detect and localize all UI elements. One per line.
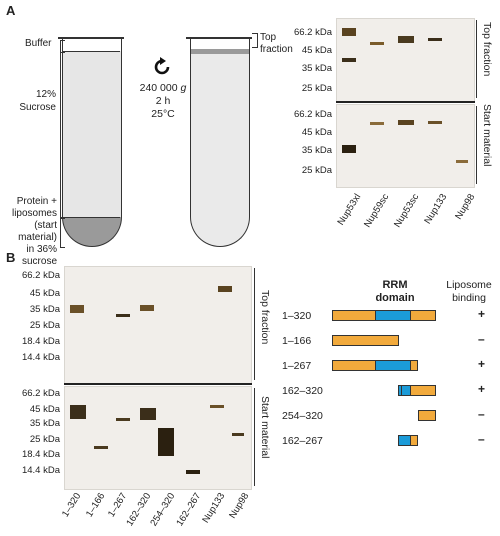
centrifuge-temperature: 25°C — [151, 108, 175, 120]
tube-1-rim — [58, 37, 124, 39]
marker-35: 35 kDa — [301, 63, 332, 74]
buffer-label: Buffer — [25, 38, 52, 49]
construct-segment — [332, 360, 376, 371]
marker-66-2: 66.2 kDa — [293, 27, 332, 38]
construct-label: 1–320 — [282, 310, 312, 322]
band — [428, 38, 442, 41]
marker-25: 25 kDa — [301, 83, 332, 94]
construct-segment — [332, 335, 399, 346]
construct-segment — [410, 360, 418, 371]
rrm-domain-segment — [398, 385, 402, 396]
marker-66-2: 66.2 kDa — [21, 270, 60, 281]
panel-a-letter: A — [6, 3, 16, 18]
construct-label: 162–267 — [282, 435, 323, 447]
band — [218, 286, 232, 292]
gel-a-bottom-bracket — [476, 106, 477, 184]
construct-label: 254–320 — [282, 410, 323, 422]
rrm-domain-segment — [375, 360, 411, 371]
band — [398, 120, 414, 125]
marker-66-2: 66.2 kDa — [21, 388, 60, 399]
marker-18-4: 18.4 kDa — [21, 449, 60, 460]
band — [210, 405, 224, 408]
band — [342, 28, 356, 36]
gel-b-top-fraction-label: Top fraction — [259, 290, 271, 345]
marker-35: 35 kDa — [301, 145, 332, 156]
construct-label: 1–267 — [282, 360, 312, 372]
binding-result: – — [478, 407, 485, 421]
construct-label: 1–166 — [282, 335, 312, 347]
tube-1-bottom-line — [62, 217, 120, 218]
gel-b-top-bracket — [254, 268, 255, 380]
gel-a-top-fraction — [336, 18, 475, 102]
marker-14-4: 14.4 kDa — [21, 352, 60, 363]
binding-result: – — [478, 332, 485, 346]
marker-45: 45 kDa — [301, 127, 332, 138]
band — [342, 145, 356, 153]
binding-result: + — [478, 382, 486, 396]
band — [186, 470, 200, 474]
marker-35: 35 kDa — [29, 418, 60, 429]
centrifuge-time: 2 h — [155, 95, 171, 107]
construct-segment — [332, 310, 376, 321]
binding-result: – — [478, 432, 485, 446]
band — [158, 428, 174, 456]
gel-a-top-bracket — [476, 20, 477, 98]
marker-45: 45 kDa — [29, 288, 60, 299]
rotate-icon — [151, 56, 173, 78]
binding-result: + — [478, 307, 486, 321]
marker-66-2: 66.2 kDa — [293, 109, 332, 120]
band — [140, 305, 154, 311]
gel-b-top-fraction — [64, 266, 252, 384]
band — [70, 405, 86, 419]
marker-25: 25 kDa — [29, 434, 60, 445]
construct-segment — [410, 385, 436, 396]
construct-label: 162–320 — [282, 385, 323, 397]
start-material-label: Protein + liposomes (start material) in … — [11, 196, 57, 267]
band — [428, 121, 442, 124]
gel-a-top-fraction-label: Top fraction — [481, 22, 493, 77]
marker-25: 25 kDa — [301, 165, 332, 176]
band — [116, 418, 130, 421]
gel-a-start-material — [336, 104, 475, 188]
gel-b-start-material-label: Start material — [259, 396, 271, 459]
sucrose-label: 12% Sucrose — [19, 89, 56, 113]
marker-45: 45 kDa — [301, 45, 332, 56]
band — [70, 305, 84, 313]
band — [94, 446, 108, 449]
band — [456, 160, 468, 163]
marker-14-4: 14.4 kDa — [21, 465, 60, 476]
marker-18-4: 18.4 kDa — [21, 336, 60, 347]
top-fraction-label: Top fraction — [260, 32, 293, 55]
gel-a-start-material-label: Start material — [481, 104, 493, 167]
band — [370, 122, 384, 125]
gel-a-divider — [336, 101, 475, 103]
band — [398, 36, 414, 43]
gel-b-bottom-bracket — [254, 388, 255, 486]
sucrose-bracket — [60, 52, 65, 218]
liposome-binding-header: Liposome binding — [446, 279, 492, 304]
tube-1-buffer-line — [62, 51, 120, 52]
construct-segment — [410, 310, 436, 321]
band — [370, 42, 384, 45]
gel-b-divider — [64, 383, 252, 385]
marker-35: 35 kDa — [29, 304, 60, 315]
tube-2 — [190, 39, 250, 247]
band — [116, 314, 130, 317]
band — [140, 408, 156, 420]
binding-result: + — [478, 357, 486, 371]
rrm-domain-segment — [375, 310, 411, 321]
band — [342, 58, 356, 62]
top-fraction-bracket — [252, 33, 258, 48]
start-material-bracket — [60, 218, 65, 248]
construct-segment — [410, 435, 418, 446]
rrm-domain-header: RRM domain — [375, 279, 415, 304]
tube-1 — [62, 39, 122, 247]
centrifuge-speed: 240 000 g — [139, 82, 187, 94]
tube-2-rim — [186, 37, 252, 39]
construct-segment — [418, 410, 436, 421]
band — [232, 433, 244, 436]
panel-b-letter: B — [6, 250, 16, 265]
marker-25: 25 kDa — [29, 320, 60, 331]
marker-45: 45 kDa — [29, 404, 60, 415]
